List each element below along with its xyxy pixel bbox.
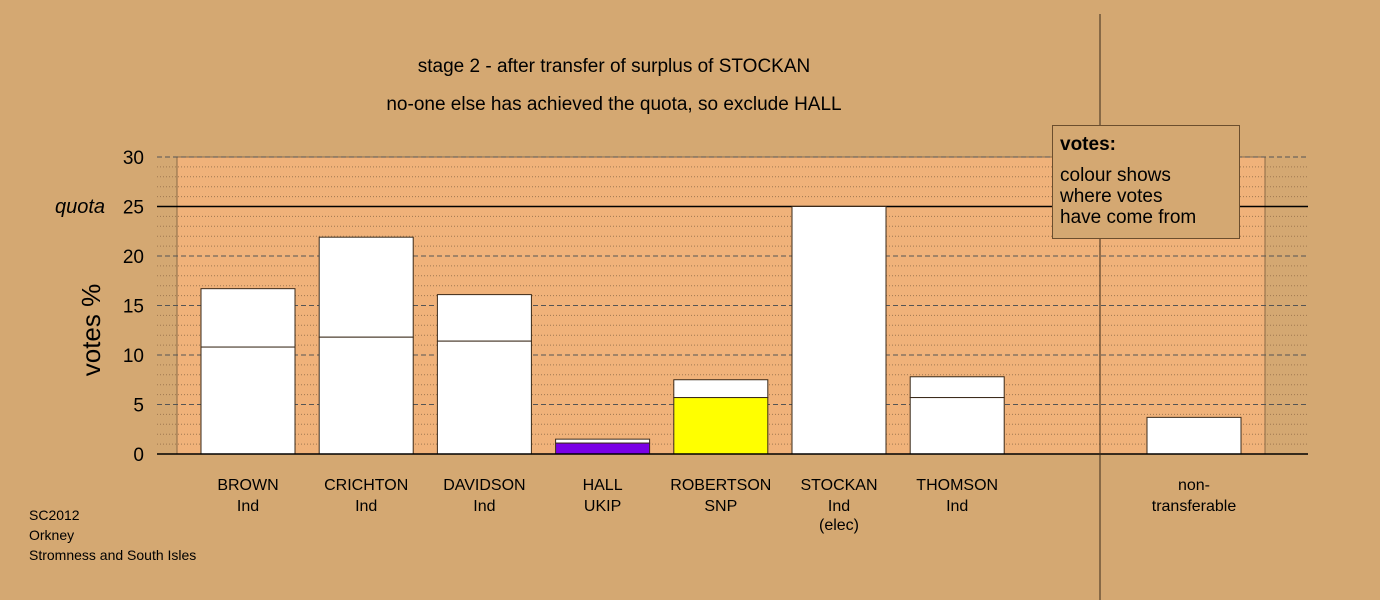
x-tick-party: UKIP bbox=[584, 498, 621, 515]
legend-body: colour shows where votes have come from bbox=[1060, 165, 1197, 228]
footer: SC2012 Orkney Stromness and South Isles bbox=[29, 505, 196, 565]
bar-base-segment bbox=[200, 346, 296, 455]
y-tick-label: 5 bbox=[133, 396, 144, 417]
footer-line-2: Orkney bbox=[29, 527, 75, 543]
y-axis-label: votes % bbox=[76, 284, 106, 377]
x-tick-label: HALL bbox=[583, 477, 623, 494]
bar-non-transferable bbox=[1146, 416, 1242, 455]
bar-transfer-segment bbox=[318, 236, 414, 338]
bar-transfer-segment bbox=[555, 438, 651, 444]
bar-transfer-segment bbox=[436, 294, 532, 342]
bar-base-segment bbox=[436, 340, 532, 455]
bar-base-segment bbox=[555, 442, 651, 455]
bar-base-segment bbox=[318, 336, 414, 455]
bar-base-segment bbox=[909, 397, 1005, 455]
x-tick-party: Ind bbox=[946, 498, 968, 515]
axes: 0 5 10 15 20 25 30 BROWN Ind CRICHTON Ind DAVIDSON I… bbox=[123, 14, 1308, 600]
legend: votes: colour shows where votes have com… bbox=[1052, 125, 1240, 239]
y-tick-label: 30 bbox=[123, 148, 144, 169]
x-tick-extra: (elec) bbox=[819, 517, 859, 534]
y-tick-label: 20 bbox=[123, 247, 144, 268]
x-tick-label: STOCKAN bbox=[800, 477, 877, 494]
x-tick-party: Ind bbox=[473, 498, 495, 515]
legend-title: votes: bbox=[1060, 134, 1116, 155]
y-tick-label: 10 bbox=[123, 346, 144, 367]
y-tick-label: 15 bbox=[123, 297, 144, 318]
footer-line-1: SC2012 bbox=[29, 507, 80, 523]
x-tick-label: THOMSON bbox=[916, 477, 998, 494]
x-tick-label: transferable bbox=[1152, 498, 1237, 515]
bar-transfer-segment bbox=[200, 288, 296, 348]
chart-subtitle: no-one else has achieved the quota, so e… bbox=[386, 94, 841, 115]
bar-base-segment bbox=[791, 206, 887, 455]
y-tick-label: 0 bbox=[133, 445, 144, 466]
bar-transfer-segment bbox=[909, 376, 1005, 399]
bars bbox=[200, 206, 1242, 455]
x-tick-party: Ind bbox=[828, 498, 850, 515]
x-tick-label: ROBERTSON bbox=[670, 477, 771, 494]
x-tick-label: BROWN bbox=[217, 477, 278, 494]
x-tick-party: Ind bbox=[355, 498, 377, 515]
y-tick-label: 25 bbox=[123, 198, 144, 219]
x-tick-label: DAVIDSON bbox=[443, 477, 525, 494]
bar-transfer-segment bbox=[673, 379, 769, 399]
footer-line-3: Stromness and South Isles bbox=[29, 547, 197, 563]
x-tick-label: non- bbox=[1178, 477, 1210, 494]
x-tick-party: Ind bbox=[237, 498, 259, 515]
x-tick-party: SNP bbox=[704, 498, 737, 515]
bar-base-segment bbox=[673, 397, 769, 455]
x-tick-label: CRICHTON bbox=[324, 477, 408, 494]
quota-label: quota bbox=[55, 196, 105, 218]
chart-title: stage 2 - after transfer of surplus of S… bbox=[418, 56, 810, 77]
